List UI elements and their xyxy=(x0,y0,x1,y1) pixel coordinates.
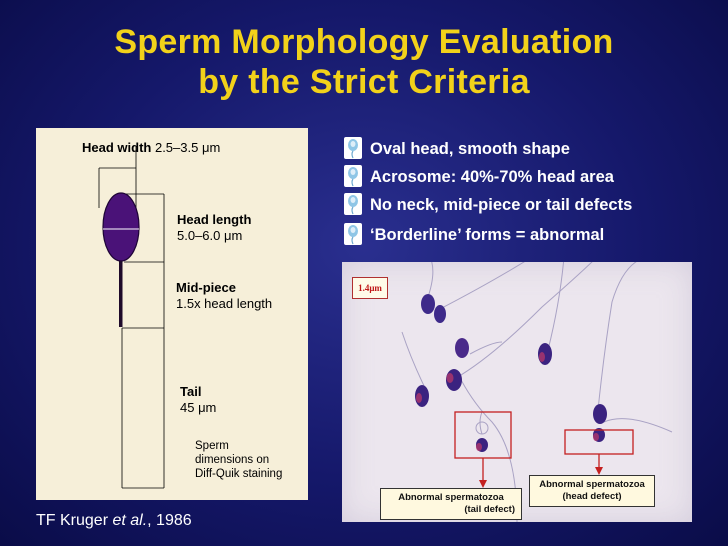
sperm-bullet-icon xyxy=(344,136,362,159)
tail-annotation: Tail 45 μm xyxy=(180,384,217,415)
head-width-annotation: Head width 2.5–3.5 μm xyxy=(82,140,221,155)
criteria-item: No neck, mid-piece or tail defects xyxy=(344,190,632,220)
sperm-bullet-icon xyxy=(344,222,362,245)
micrograph-image xyxy=(401,262,673,522)
sperm-bullet-icon xyxy=(344,192,362,215)
sperm-midpiece xyxy=(119,261,123,327)
slide-title: Sperm Morphology Evaluation by the Stric… xyxy=(0,22,728,102)
head-length-annotation: Head length 5.0–6.0 μm xyxy=(177,212,252,243)
title-line-1: Sperm Morphology Evaluation xyxy=(114,23,614,61)
sperm-head-spot xyxy=(455,338,469,358)
criteria-item: ‘Borderline’ forms = abnormal xyxy=(344,220,604,250)
sperm-dimension-diagram: Head width 2.5–3.5 μm Head length 5.0–6.… xyxy=(36,128,308,500)
tail-defect-caption: Abnormal spermatozoa (tail defect) xyxy=(380,488,522,520)
criteria-item: Acrosome: 40%-70% head area xyxy=(344,162,614,192)
title-line-2: by the Strict Criteria xyxy=(198,63,530,101)
sperm-head xyxy=(102,192,140,262)
staining-note: Sperm dimensions on Diff-Quik staining xyxy=(195,440,283,480)
citation: TF Kruger et al., 1986 xyxy=(36,512,192,529)
sperm-head-spot xyxy=(593,404,607,424)
midpiece-annotation: Mid-piece 1.5x head length xyxy=(176,280,273,311)
sperm-bullet-icon xyxy=(344,164,362,187)
scale-bar-label: 1.4μm xyxy=(352,277,388,299)
criteria-item: Oval head, smooth shape xyxy=(344,134,570,164)
micrograph: 1.4μm Abnormal spermatozoa (tail defect)… xyxy=(342,262,692,522)
sperm-head-spot xyxy=(421,294,435,314)
head-defect-caption: Abnormal spermatozoa (head defect) xyxy=(529,475,655,507)
sperm-schematic xyxy=(98,146,165,489)
sperm-head-spot xyxy=(434,305,446,323)
